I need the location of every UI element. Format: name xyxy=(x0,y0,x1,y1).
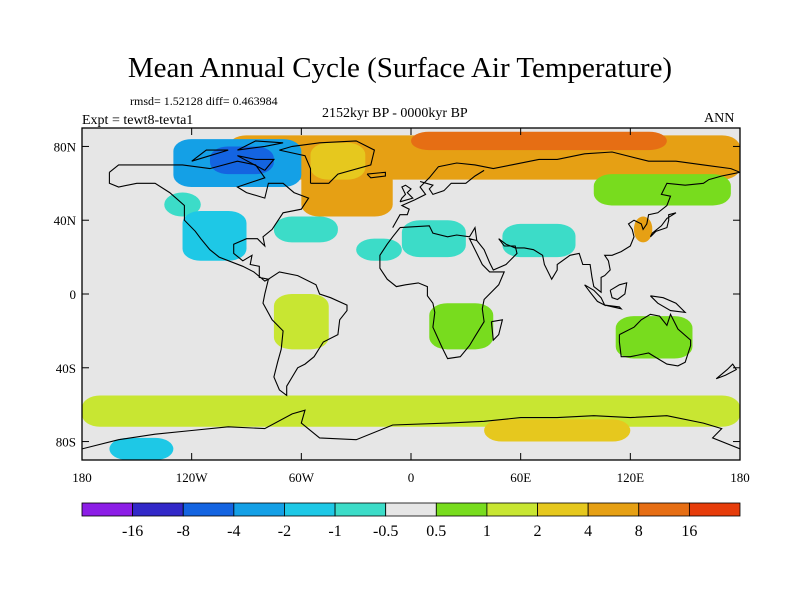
coastline-7 xyxy=(618,312,692,367)
coastline-1 xyxy=(262,271,348,397)
coastline-15 xyxy=(490,319,504,342)
coastline-9 xyxy=(604,304,623,310)
y-tick-label: 80N xyxy=(54,139,77,154)
coastline-17 xyxy=(237,155,276,171)
colorbar-swatch xyxy=(638,502,690,517)
anomaly-region-south-america-warming xyxy=(273,294,329,350)
colorbar-swatch xyxy=(182,502,235,517)
y-tick-label: 40S xyxy=(56,361,76,376)
colorbar-label: -2 xyxy=(278,523,291,540)
colorbar-swatch xyxy=(385,502,437,517)
coastline-19 xyxy=(237,140,284,151)
colorbar-label: 2 xyxy=(534,523,542,540)
colorbar-swatch xyxy=(587,502,640,517)
colorbar-label: 8 xyxy=(635,523,643,540)
anomaly-region-north-america-cooling xyxy=(182,211,247,261)
colorbar-label: -1 xyxy=(328,523,341,540)
stats-text: rmsd= 1.52128 diff= 0.463984 xyxy=(130,94,278,108)
coastline-5 xyxy=(379,225,506,360)
coastline-6 xyxy=(476,171,740,294)
coastline-0 xyxy=(108,160,310,282)
coastline-4 xyxy=(419,169,485,196)
coastline-20 xyxy=(82,409,740,450)
x-tick-label: 120W xyxy=(176,470,209,485)
coastline-18 xyxy=(191,149,229,162)
coastline-2 xyxy=(279,140,376,184)
coastline-11 xyxy=(650,295,687,314)
coastline-13 xyxy=(399,184,414,203)
anomaly-region-southern-africa-warming xyxy=(429,303,494,350)
anomaly-region-arctic-ocean-strong-warming xyxy=(411,131,667,151)
colorbar-label: -16 xyxy=(122,523,143,540)
anomaly-region-antarctica-warming xyxy=(484,419,631,442)
season-label: ANN xyxy=(704,111,735,126)
colorbar-swatch xyxy=(81,502,134,517)
anomaly-region-mid-atlantic-cooling xyxy=(356,238,402,261)
colorbar-label: -0.5 xyxy=(373,523,398,540)
anomaly-region-middle-east-cooling xyxy=(502,223,576,258)
y-tick-label: 80S xyxy=(56,435,76,450)
colorbar-label: 0.5 xyxy=(426,523,446,540)
period-label: 2152kyr BP - 0000kyr BP xyxy=(322,106,468,121)
colorbar-label: -8 xyxy=(177,523,190,540)
colorbar-swatch xyxy=(435,502,488,517)
colorbar-swatch xyxy=(537,502,589,517)
x-tick-label: 0 xyxy=(408,470,415,485)
coastline-16 xyxy=(715,363,738,380)
y-tick-label: 0 xyxy=(70,287,77,302)
coastline-10 xyxy=(609,282,628,301)
colorbar-swatch xyxy=(688,502,741,517)
anomaly-region-north-atlantic-cooling xyxy=(273,216,338,243)
coastline-12 xyxy=(649,212,677,238)
x-tick-label: 120E xyxy=(617,470,645,485)
x-tick-label: 180 xyxy=(730,470,750,485)
anomaly-region-australia-warming xyxy=(615,316,693,359)
y-tick-label: 40N xyxy=(54,213,77,228)
experiment-label: Expt = tewt8-tevta1 xyxy=(82,113,194,128)
coastline-3 xyxy=(392,151,740,228)
coastline-14 xyxy=(366,171,386,179)
x-tick-label: 180 xyxy=(72,470,92,485)
anomaly-region-north-atlantic-warming xyxy=(301,168,393,217)
colorbar-label: 4 xyxy=(584,523,592,540)
anomaly-region-north-africa-cooling xyxy=(401,220,466,258)
colorbar-swatch xyxy=(334,502,387,517)
colorbar-label: -4 xyxy=(227,523,240,540)
colorbar-swatch xyxy=(486,502,538,517)
colorbar-label: 1 xyxy=(483,523,491,540)
colorbar-swatch xyxy=(284,502,336,517)
anomaly-region-siberia-warming xyxy=(593,174,731,206)
x-tick-label: 60W xyxy=(289,470,315,485)
colorbar-label: 16 xyxy=(681,523,697,540)
colorbar-swatch xyxy=(233,502,285,517)
anomaly-region-southern-ocean-warming xyxy=(82,395,740,427)
colorbar-swatch xyxy=(132,502,184,517)
x-tick-label: 60E xyxy=(510,470,531,485)
chart-title: Mean Annual Cycle (Surface Air Temperatu… xyxy=(127,52,673,84)
anomaly-region-antarctica-cooling xyxy=(109,437,174,460)
